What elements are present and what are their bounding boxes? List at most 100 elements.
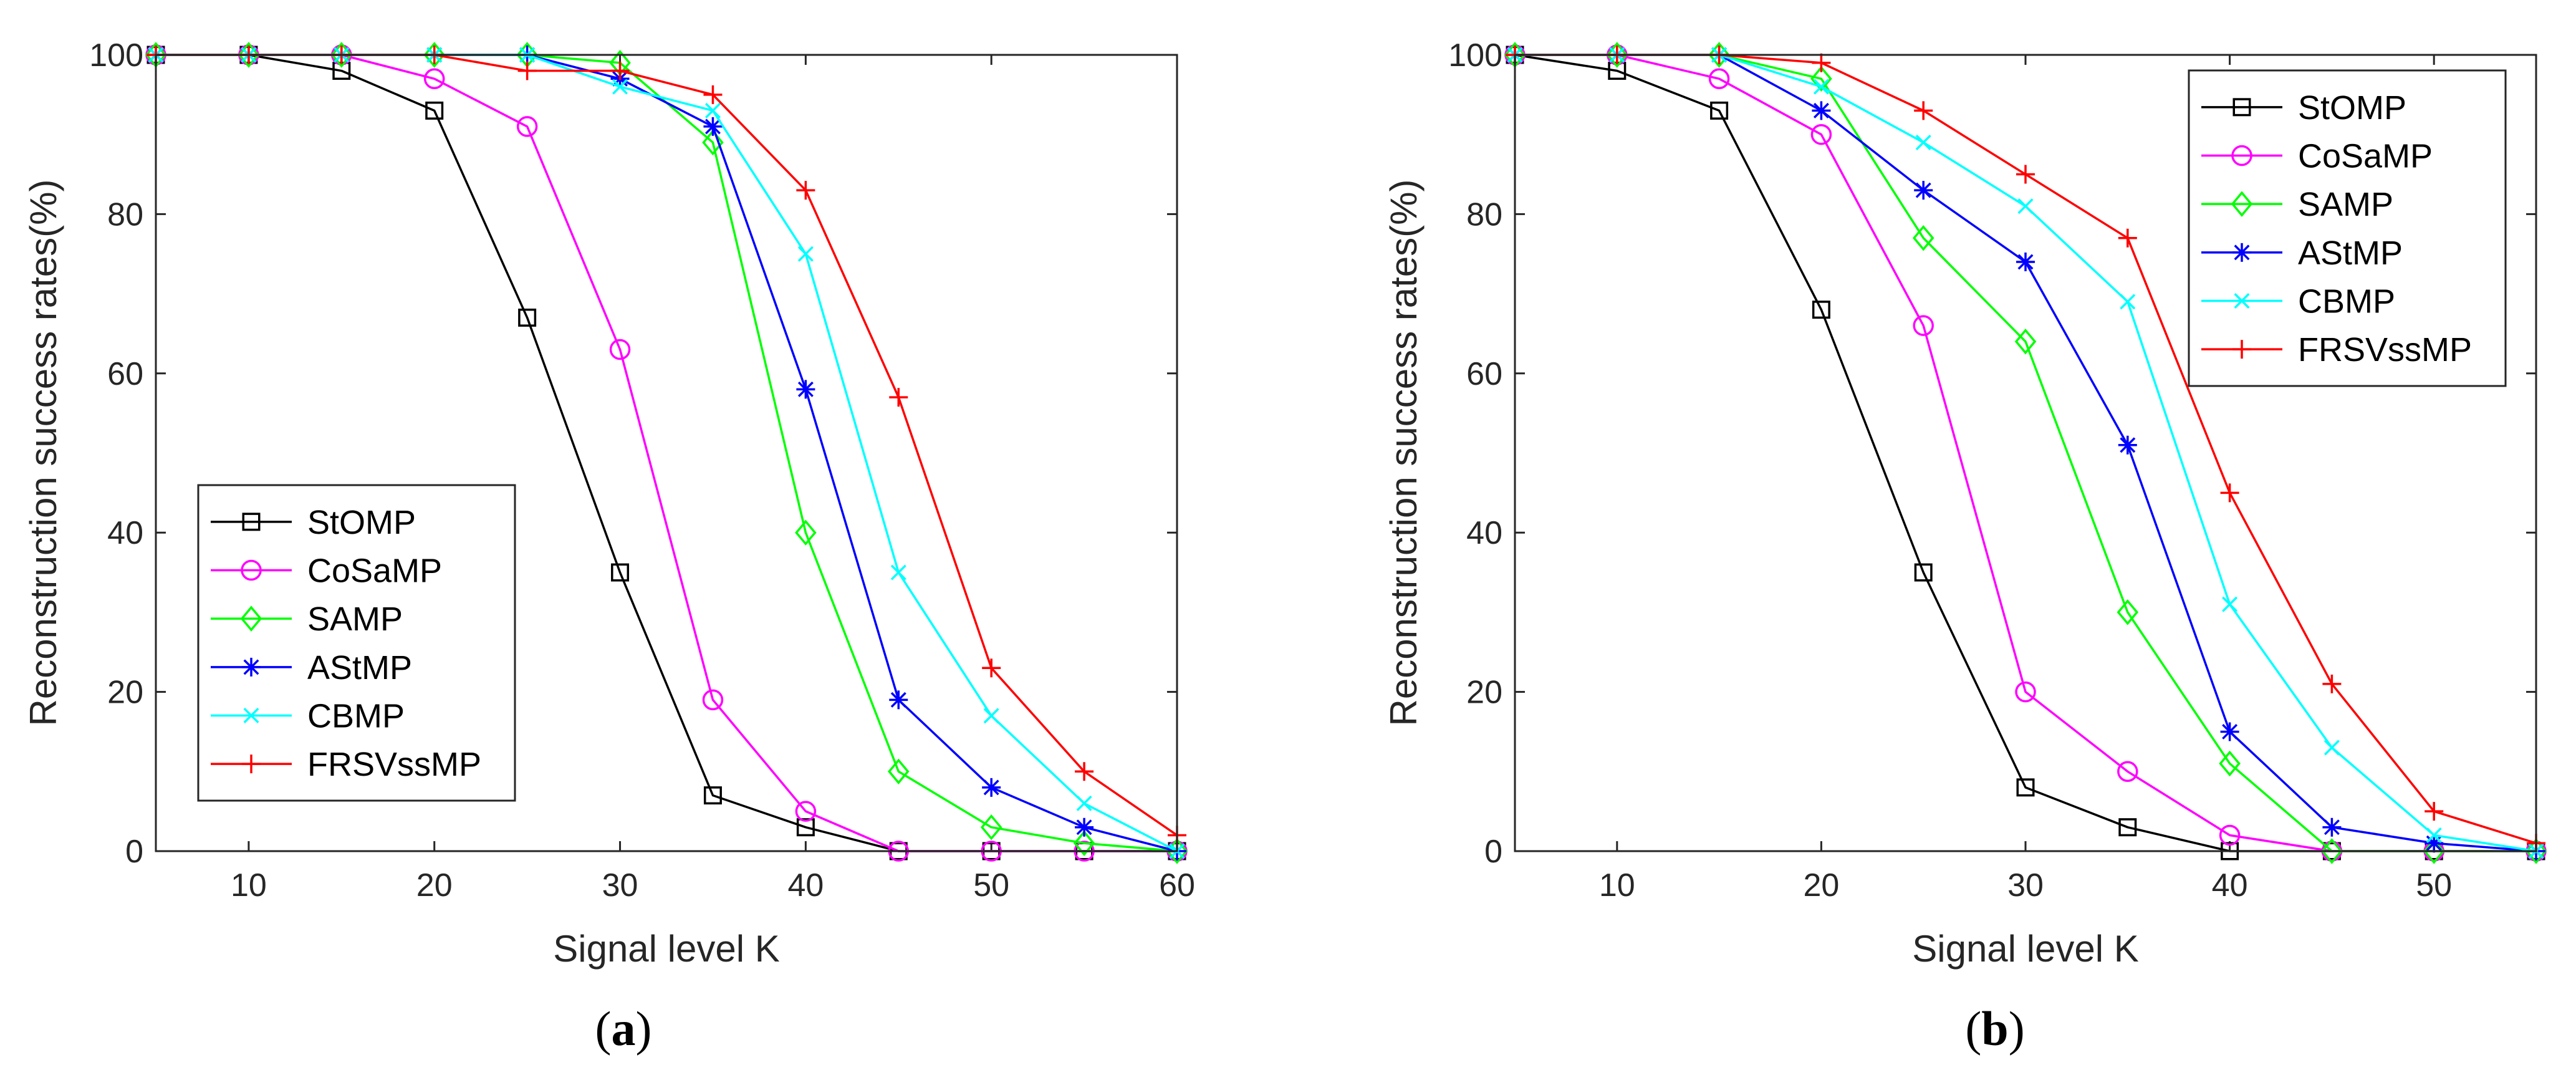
data-point-astmp: [2425, 834, 2444, 853]
data-point-samp: [1912, 224, 1934, 251]
data-point-cosamp: [1913, 315, 1934, 336]
data-point-frsvssmp: [796, 181, 815, 200]
data-point-astmp: [2220, 722, 2239, 741]
data-point-frsvssmp: [889, 388, 908, 407]
x-tick-label: 20: [416, 867, 453, 904]
panel-a-caption-close: ): [636, 1001, 652, 1056]
data-point-cbmp: [983, 708, 999, 724]
data-point-cosamp: [423, 68, 445, 90]
panel-b-axes-frame: [1514, 54, 2537, 852]
data-point-stomp: [2118, 818, 2137, 837]
data-point-samp: [423, 42, 446, 68]
data-point-samp: [1708, 42, 1730, 68]
legend-marker-cosamp: [241, 559, 262, 581]
data-point-frsvssmp: [517, 61, 537, 80]
data-point-samp: [2423, 838, 2445, 864]
legend-marker-stomp: [2232, 98, 2251, 117]
data-point-cbmp: [2017, 198, 2034, 214]
legend-label-cosamp: CoSaMP: [2298, 138, 2433, 175]
data-point-astmp: [889, 690, 908, 710]
legend-entry-cosamp: CoSaMP: [2201, 138, 2433, 175]
data-point-frsvssmp: [2425, 802, 2444, 821]
y-tick-label: 20: [1466, 675, 1502, 711]
data-point-astmp: [982, 778, 1001, 797]
x-tick-label: 50: [2416, 867, 2452, 904]
x-tick-label: 30: [2007, 867, 2044, 904]
y-tick-label: 80: [107, 196, 143, 233]
data-point-cosamp: [702, 689, 724, 711]
data-point-cbmp: [1813, 79, 1829, 95]
panel-a-axes-frame: [155, 54, 1178, 852]
legend-label-astmp: AStMP: [2298, 234, 2403, 272]
legend-entry-frsvssmp: FRSVssMP: [211, 746, 481, 783]
data-point-cbmp: [2324, 740, 2340, 756]
data-point-stomp: [518, 308, 537, 327]
x-tick-label: 10: [1599, 867, 1635, 904]
y-tick-label: 60: [1466, 356, 1502, 392]
panel-b-caption-letter: b: [1981, 1001, 2008, 1056]
legend-entry-stomp: StOMP: [2201, 89, 2406, 127]
y-tick-label: 40: [107, 515, 143, 551]
data-point-cbmp: [2120, 294, 2136, 310]
data-point-cbmp: [612, 79, 628, 95]
panel-a-caption-open: (: [595, 1001, 612, 1056]
panel-a-caption: (a): [595, 1001, 652, 1056]
legend-entry-samp: SAMP: [211, 600, 403, 638]
data-point-stomp: [2016, 778, 2035, 797]
legend-entry-cbmp: CBMP: [211, 698, 405, 735]
data-point-frsvssmp: [1075, 762, 1094, 781]
data-point-samp: [702, 129, 724, 156]
data-point-cbmp: [2426, 827, 2442, 843]
data-point-cbmp: [2222, 596, 2238, 612]
data-point-astmp: [1914, 181, 1933, 200]
legend-marker-astmp: [242, 657, 261, 677]
legend-label-astmp: AStMP: [307, 649, 412, 687]
data-point-stomp: [425, 101, 444, 120]
data-point-frsvssmp: [703, 85, 723, 104]
legend-label-samp: SAMP: [307, 600, 403, 638]
legend-marker-frsvssmp: [2232, 340, 2251, 359]
panel-b-ticks: 10 20 30 40 50 0 20 40 60 80 100: [1448, 37, 2536, 904]
legend-marker-astmp: [2232, 243, 2251, 262]
panel-b: 10 20 30 40 50 0 20 40 60 80 100 StOMP CoSaMP SAMP AS…: [1383, 37, 2547, 1056]
data-point-astmp: [2016, 253, 2035, 272]
data-point-astmp: [2118, 435, 2137, 455]
legend-box: [2188, 69, 2507, 387]
data-point-cosamp: [2219, 824, 2241, 846]
panel-b-x-axis-title: Signal level K: [1912, 928, 2139, 970]
panel-b-y-axis-title: Reconstruction success rates(%): [1383, 180, 1425, 726]
legend-marker-cbmp: [2234, 293, 2250, 309]
data-point-samp: [2014, 328, 2037, 355]
data-point-astmp: [2322, 817, 2342, 837]
legend-entry-astmp: AStMP: [2201, 234, 2403, 272]
data-point-stomp: [1812, 301, 1830, 319]
legend-entry-cbmp: CBMP: [2201, 283, 2395, 321]
data-point-cosamp: [795, 801, 817, 822]
y-tick-label: 100: [89, 37, 143, 74]
data-point-frsvssmp: [2322, 674, 2342, 693]
data-point-cbmp: [890, 564, 906, 581]
x-tick-label: 40: [2212, 867, 2248, 904]
y-tick-label: 0: [1484, 834, 1502, 870]
data-point-cosamp: [516, 116, 538, 137]
data-point-stomp: [703, 786, 722, 805]
x-tick-label: 30: [602, 867, 638, 904]
data-point-cbmp: [1915, 134, 1931, 150]
legend-entry-samp: SAMP: [2201, 186, 2393, 223]
x-tick-label: 40: [787, 867, 824, 904]
data-point-frsvssmp: [2220, 483, 2239, 503]
legend-entry-astmp: AStMP: [211, 649, 412, 687]
x-tick-label: 20: [1803, 867, 1839, 904]
legend-entry-frsvssmp: FRSVssMP: [2201, 331, 2472, 369]
data-point-samp: [330, 42, 353, 68]
panel-a: 10 20 30 40 50 60 0 20 40 60 80 100 StOMP CoSaMP SAMP…: [22, 37, 1195, 1056]
legend-label-stomp: StOMP: [2298, 89, 2406, 127]
data-point-stomp: [1710, 101, 1729, 120]
data-point-frsvssmp: [1914, 101, 1933, 120]
panel-b-caption: (b): [1965, 1001, 2024, 1056]
panel-b-legend: StOMP CoSaMP SAMP AStMP CBMP FRSVssMP: [2188, 69, 2507, 387]
data-point-samp: [1073, 830, 1095, 856]
data-point-cosamp: [2015, 681, 2036, 703]
data-point-cosamp: [1708, 68, 1730, 90]
data-point-samp: [2219, 750, 2241, 777]
